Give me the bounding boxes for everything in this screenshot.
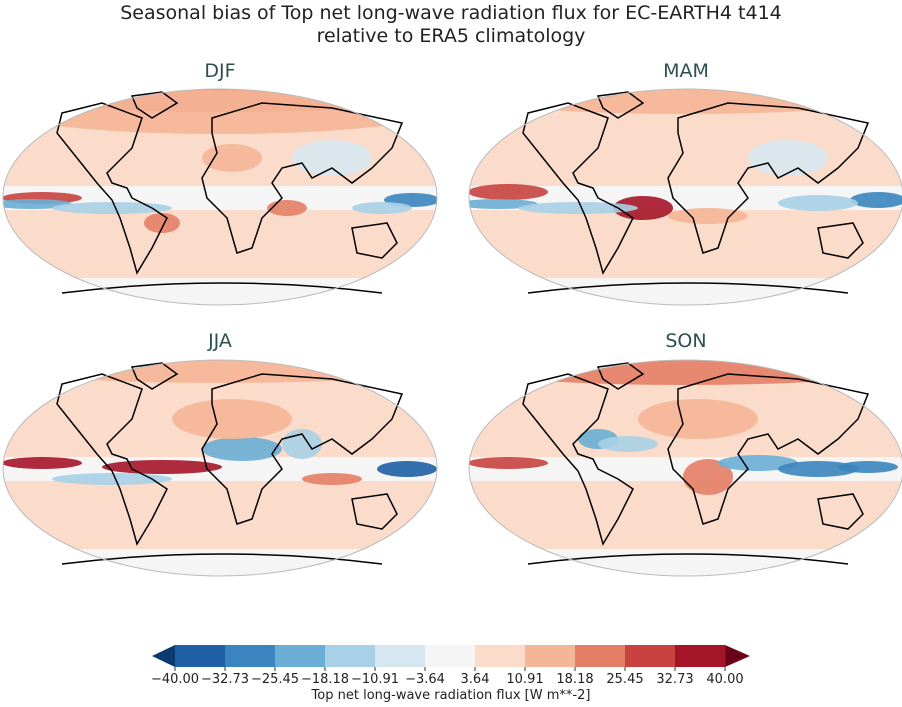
colorbar-segment	[425, 645, 476, 667]
map-boundary	[2, 359, 438, 577]
map-boundary	[468, 88, 902, 306]
colorbar-tick-label: −10.91	[350, 672, 400, 687]
colorbar-label: Top net long-wave radiation flux [W m**-…	[311, 688, 591, 703]
australia-coastline	[817, 493, 864, 530]
panel-title-mam: MAM	[663, 60, 709, 82]
eurasia-africa-coastline	[667, 102, 870, 254]
colorbar-segment	[325, 645, 376, 667]
americas-coastline	[56, 373, 168, 546]
colorbar-segment	[175, 645, 226, 667]
bias-region	[469, 184, 548, 200]
americas-coastline	[522, 373, 634, 546]
bias-region	[778, 461, 858, 477]
map-boundary	[468, 359, 902, 577]
colorbar-tick-label: −25.45	[250, 672, 300, 687]
bias-region	[518, 202, 638, 214]
colorbar-segment	[525, 645, 576, 667]
colorbar-tick-label: −3.64	[405, 672, 445, 687]
map-djf	[2, 88, 438, 306]
bias-region	[292, 140, 372, 176]
colorbar-tick-label: 18.18	[556, 672, 594, 687]
eurasia-africa-coastline	[201, 373, 404, 525]
greenland-coastline	[596, 362, 645, 390]
bias-region	[52, 202, 172, 214]
colorbar-segment	[575, 645, 626, 667]
bias-region	[10, 90, 430, 134]
colorbar-tick-label: 32.73	[656, 672, 694, 687]
colorbar-tick-label: −40.00	[150, 672, 200, 687]
bias-region	[778, 195, 858, 211]
americas-coastline	[522, 102, 634, 275]
greenland-coastline	[130, 91, 179, 119]
bias-region	[202, 437, 282, 461]
bias-region	[748, 140, 828, 176]
panel-title-son: SON	[665, 330, 707, 352]
bias-region	[496, 89, 876, 114]
bias-region	[172, 399, 292, 439]
map-son	[468, 359, 902, 577]
colorbar-segment	[275, 645, 326, 667]
colorbar-tick-label: −32.73	[200, 672, 250, 687]
bias-region	[469, 199, 538, 209]
figure-title-line2: relative to ERA5 climatology	[316, 25, 586, 47]
colorbar	[152, 645, 750, 671]
greenland-coastline	[596, 91, 645, 119]
colorbar-tick-label: 3.64	[460, 672, 490, 687]
map-boundary	[2, 88, 438, 306]
americas-coastline	[56, 102, 168, 275]
colorbar-over-triangle	[725, 645, 750, 667]
greenland-coastline	[130, 362, 179, 390]
colorbar-tick-label: 40.00	[706, 672, 744, 687]
figure-title-line1: Seasonal bias of Top net long-wave radia…	[120, 2, 782, 24]
australia-coastline	[817, 222, 864, 259]
bias-region	[3, 199, 72, 209]
bias-region	[352, 202, 412, 214]
colorbar-segment	[375, 645, 426, 667]
bias-region	[683, 459, 733, 495]
bias-region	[486, 360, 886, 385]
bias-region	[202, 144, 262, 172]
colorbar-segment	[675, 645, 726, 667]
bias-region	[144, 213, 180, 233]
panel-title-djf: DJF	[204, 60, 236, 82]
bias-region	[377, 461, 437, 477]
bias-region	[52, 473, 172, 485]
bias-region	[850, 192, 902, 208]
colorbar-segment	[475, 645, 526, 667]
bias-region	[718, 455, 798, 471]
colorbar-under-triangle	[152, 645, 175, 667]
bias-region	[469, 457, 548, 469]
bias-region	[598, 436, 658, 452]
panel-title-jja: JJA	[208, 330, 232, 352]
bias-region	[638, 399, 758, 439]
australia-coastline	[351, 493, 398, 530]
colorbar-tick-label: −18.18	[300, 672, 350, 687]
bias-region	[30, 360, 410, 383]
colorbar-segment	[225, 645, 276, 667]
bias-region	[302, 473, 362, 485]
map-jja	[2, 359, 438, 577]
map-mam	[468, 88, 902, 306]
bias-region	[838, 461, 898, 473]
bias-region	[102, 460, 222, 474]
colorbar-tick-label: 10.91	[506, 672, 544, 687]
eurasia-africa-coastline	[667, 373, 870, 525]
bias-region	[3, 457, 82, 469]
australia-coastline	[351, 222, 398, 259]
colorbar-tick-label: 25.45	[606, 672, 644, 687]
eurasia-africa-coastline	[201, 102, 404, 254]
colorbar-segment	[625, 645, 676, 667]
